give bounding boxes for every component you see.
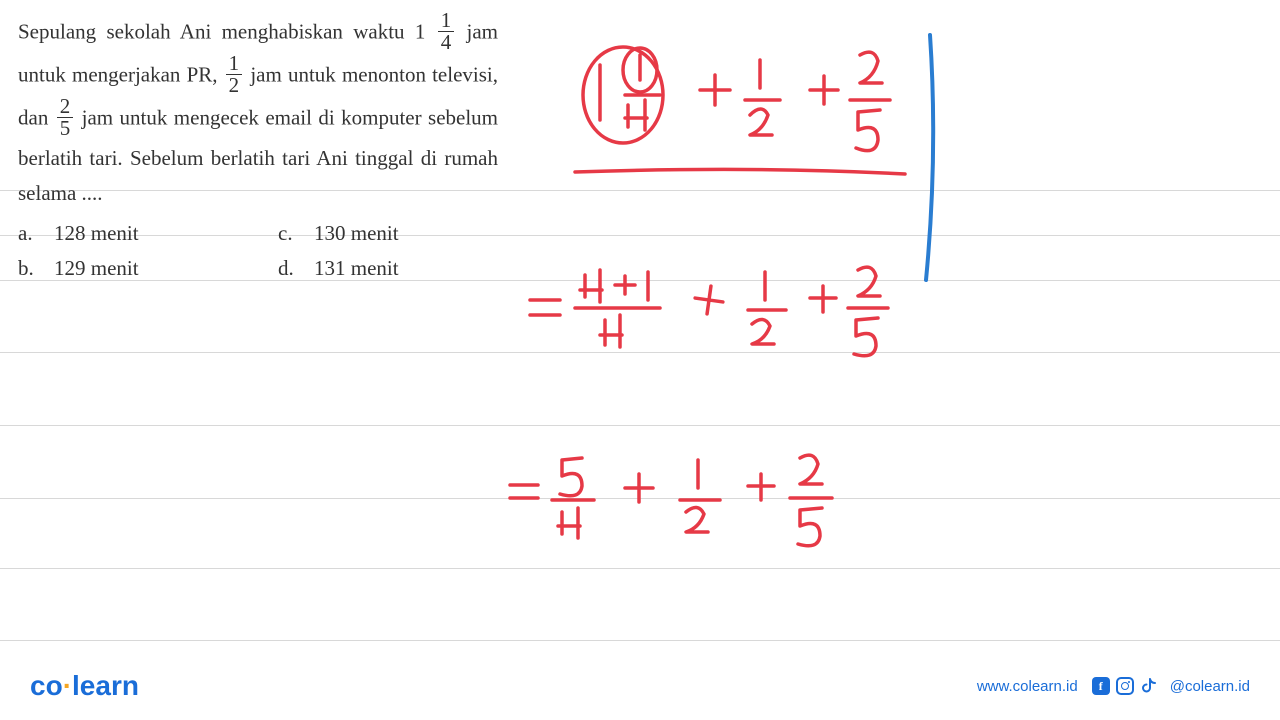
option-c: c. 130 menit xyxy=(278,216,498,251)
hw-equals-2 xyxy=(530,300,560,315)
fraction-2-5: 2 5 xyxy=(57,96,74,139)
social-icons: f xyxy=(1092,677,1156,695)
hw-den-2g xyxy=(686,507,708,532)
instagram-icon[interactable] xyxy=(1116,677,1134,695)
hw-underline-1 xyxy=(575,169,905,174)
hw-plus-2 xyxy=(810,76,838,104)
tiktok-icon[interactable] xyxy=(1140,677,1156,695)
hw-den-5h xyxy=(798,508,822,546)
question-block: Sepulang sekolah Ani menghabiskan waktu … xyxy=(18,12,498,286)
hw-den-4f xyxy=(558,508,580,538)
question-text: Sepulang sekolah Ani menghabiskan waktu … xyxy=(18,12,498,210)
footer-right: www.colearn.id f @colearn.id xyxy=(977,677,1250,695)
footer: co·learn www.colearn.id f @colearn.id xyxy=(0,670,1280,702)
hw-plus-6 xyxy=(748,474,774,500)
option-a: a. 128 menit xyxy=(18,216,238,251)
option-b: b. 129 menit xyxy=(18,251,238,286)
fraction-1-4: 1 4 xyxy=(438,10,455,53)
facebook-icon[interactable]: f xyxy=(1092,677,1110,695)
hw-plus-1 xyxy=(700,75,730,105)
hw-den-5e xyxy=(854,318,878,356)
hw-4 xyxy=(580,270,602,302)
circle-mixed-number xyxy=(583,47,663,143)
hw-num-2e xyxy=(858,267,880,296)
hw-plus-5 xyxy=(625,474,653,502)
hw-num-5f xyxy=(560,458,582,496)
website-link[interactable]: www.colearn.id xyxy=(977,678,1078,695)
hw-den-4a xyxy=(625,100,647,130)
hw-num-2h xyxy=(800,455,822,484)
hw-den-2d xyxy=(752,319,774,344)
circle-numerator xyxy=(623,48,657,92)
question-part: jam untuk mengecek email di komputer seb… xyxy=(18,105,498,204)
hw-equals-3 xyxy=(510,485,538,498)
fraction-1-2: 1 2 xyxy=(226,53,243,96)
hw-num-2c xyxy=(860,52,882,83)
hw-plus-small xyxy=(615,276,635,294)
option-d: d. 131 menit xyxy=(278,251,498,286)
hw-plus-4 xyxy=(810,286,836,312)
hw-den-2b xyxy=(750,109,772,135)
hw-den-5c xyxy=(856,110,880,151)
colearn-logo: co·learn xyxy=(30,670,139,702)
hw-plus-3 xyxy=(693,284,725,316)
options-list: a. 128 menit c. 130 menit b. 129 menit d… xyxy=(18,216,498,285)
hw-blue-divider xyxy=(926,35,933,280)
social-handle: @colearn.id xyxy=(1170,678,1250,695)
question-part: Sepulang sekolah Ani menghabiskan waktu … xyxy=(18,19,425,43)
hw-den-4b xyxy=(600,315,622,347)
